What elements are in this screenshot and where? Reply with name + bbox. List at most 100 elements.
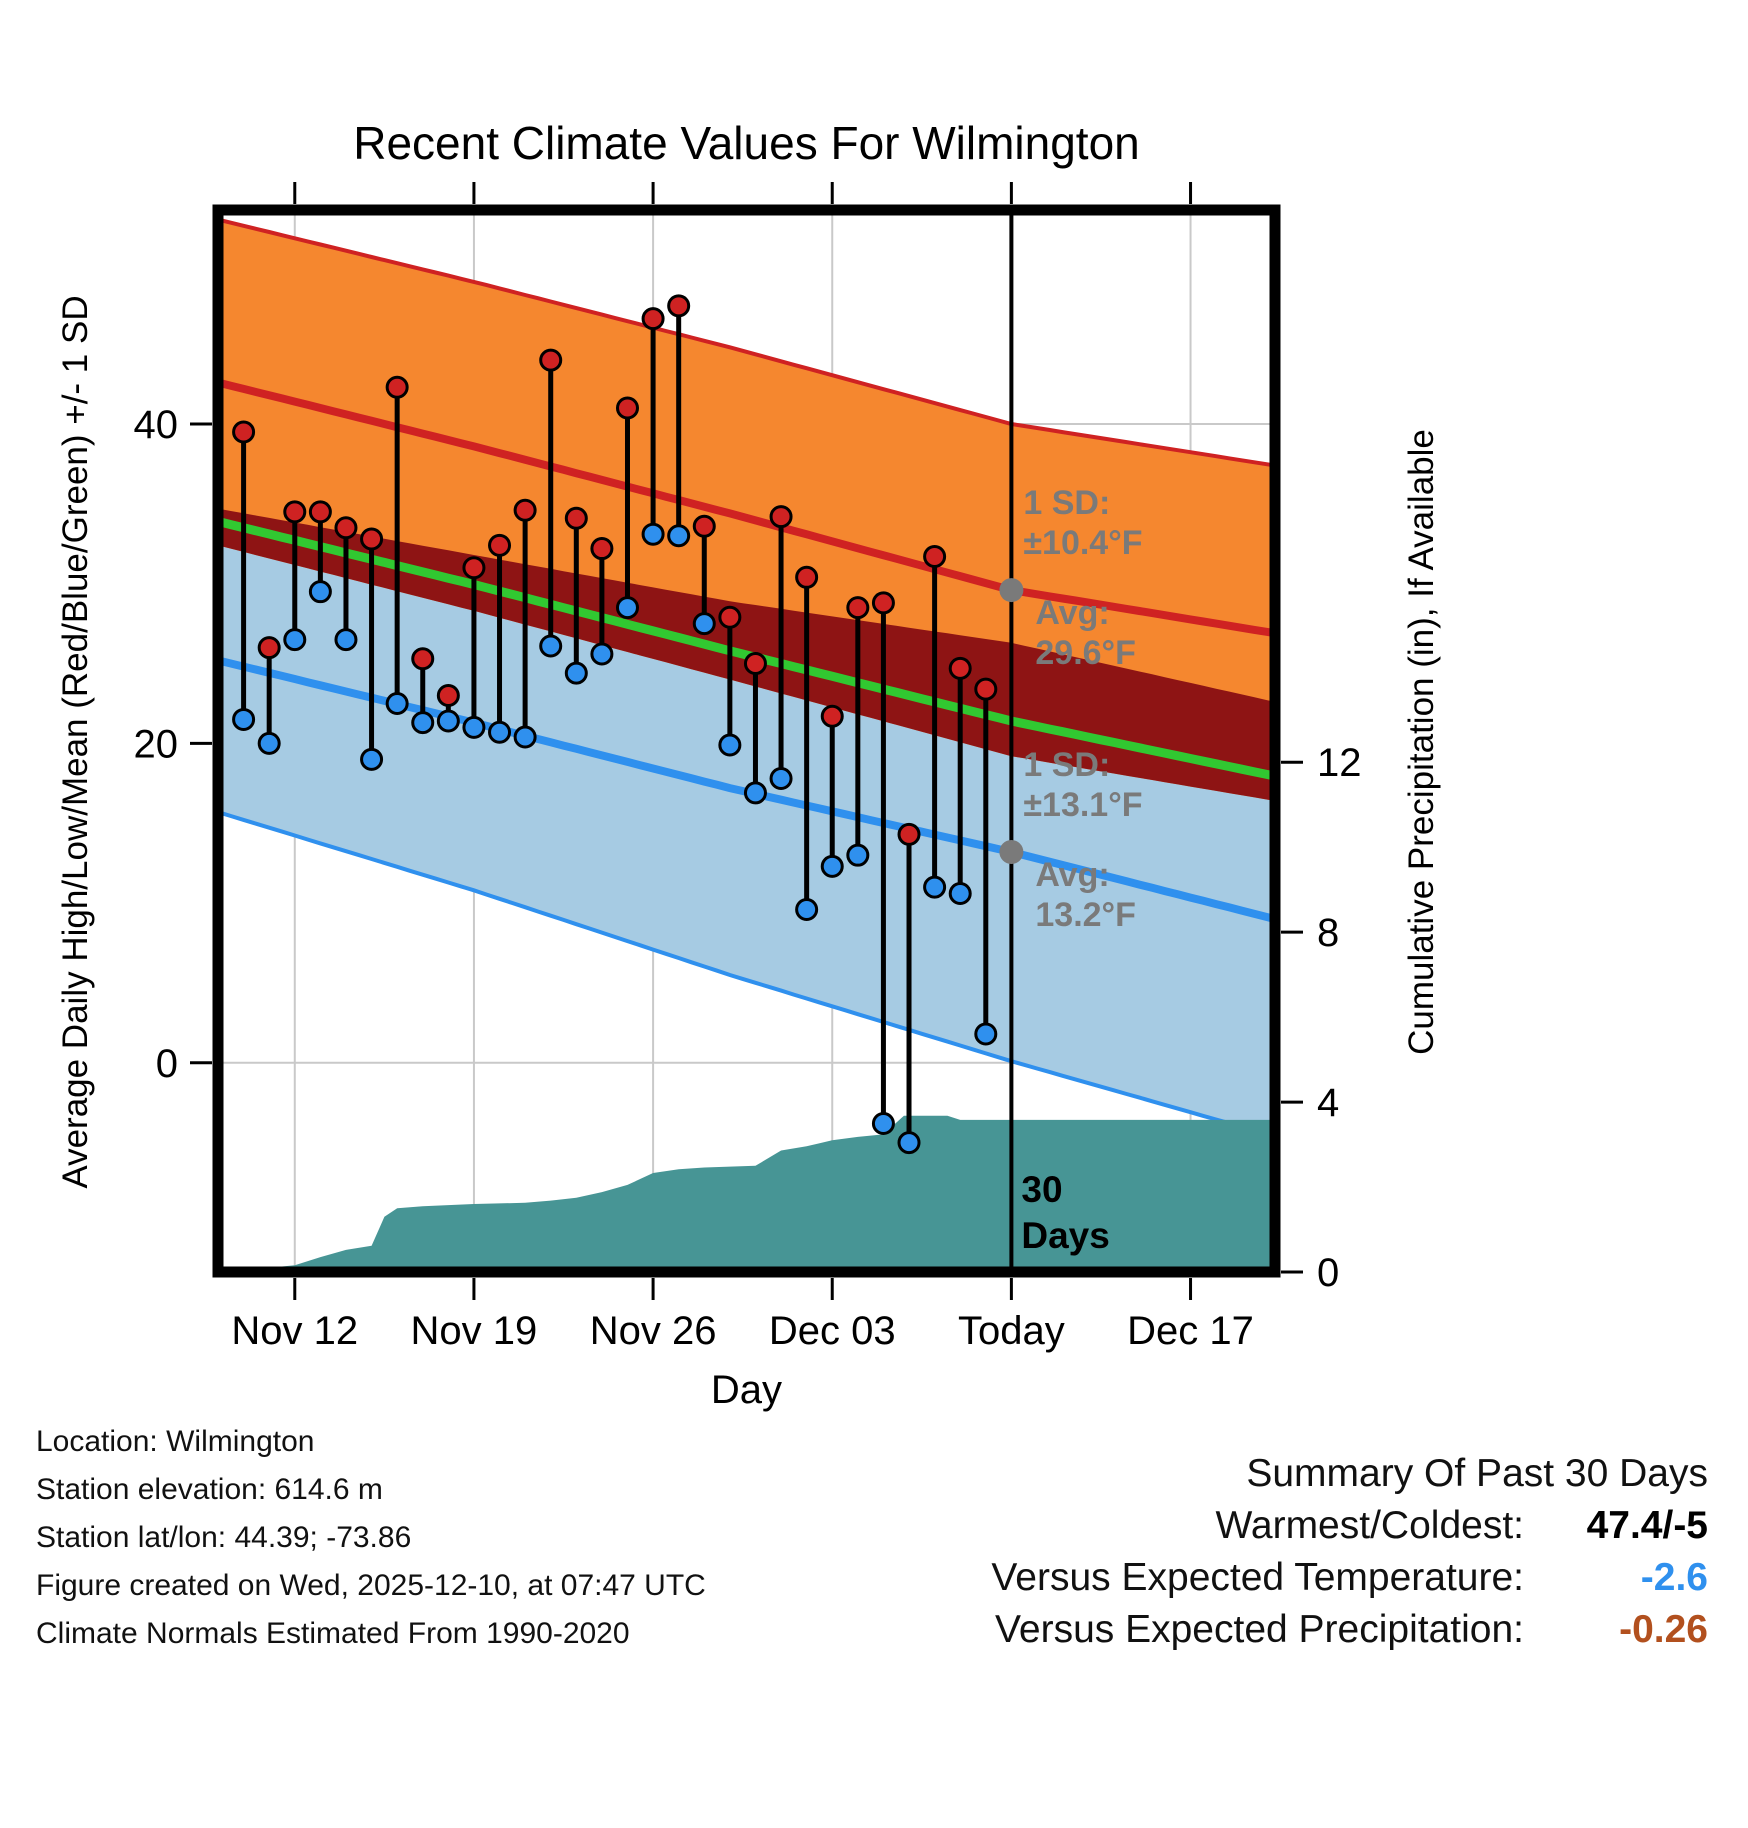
x-tick-label: Dec 17 (1127, 1309, 1254, 1353)
daily-low-dot (411, 711, 435, 735)
summary-panel: Summary Of Past 30 Days Warmest/Coldest:… (991, 1448, 1708, 1656)
daily-low-dot (718, 733, 742, 757)
daily-high-dot (564, 506, 588, 530)
daily-high-dot (334, 516, 358, 540)
daily-low-dot (590, 642, 614, 666)
daily-high-dot (539, 348, 563, 372)
low-sd-value: ±13.1°F (1023, 786, 1142, 824)
daily-low-dot (488, 720, 512, 744)
daily-low-dot (308, 580, 332, 604)
daily-low-dot (769, 767, 793, 791)
figure-created-line: Figure created on Wed, 2025-12-10, at 07… (36, 1569, 706, 1602)
summary-row-warmest-coldest: Warmest/Coldest: 47.4/-5 (991, 1500, 1708, 1552)
daily-high-dot (308, 500, 332, 524)
precip-tick-label: 8 (1317, 911, 1339, 955)
station-latlon-line: Station lat/lon: 44.39; -73.86 (36, 1521, 412, 1554)
x-tick-label: Nov 26 (590, 1309, 717, 1353)
daily-low-dot (513, 725, 537, 749)
daily-low-dot (846, 843, 870, 867)
daily-low-dot (820, 854, 844, 878)
summary-value-0: 47.4/-5 (1586, 1504, 1708, 1547)
daily-low-dot (743, 781, 767, 805)
daily-low-dot (539, 634, 563, 658)
daily-high-dot (846, 596, 870, 620)
daily-high-dot (974, 677, 998, 701)
station-info: Location: Wilmington Station elevation: … (36, 1418, 706, 1658)
right-axis-title: Cumulative Precipitation (in), If Availa… (1402, 429, 1441, 1055)
summary-value-1: -2.6 (1640, 1556, 1708, 1599)
high-sd-label: 1 SD: (1023, 484, 1110, 522)
x-axis-title: Day (710, 1368, 783, 1412)
summary-label-1: Versus Expected Temperature: (991, 1556, 1524, 1599)
temp-tick-label: 40 (134, 403, 179, 447)
climate-normals-line: Climate Normals Estimated From 1990-2020 (36, 1617, 630, 1650)
summary-row-vs-temperature: Versus Expected Temperature: -2.6 (991, 1552, 1708, 1604)
daily-high-dot (769, 505, 793, 529)
low-sd-label: 1 SD: (1023, 746, 1110, 784)
daily-high-dot (360, 527, 384, 551)
precip-cumulative-area (218, 1115, 1275, 1272)
x-tick-label: Today (958, 1309, 1065, 1353)
high-avg-label: Avg: (1035, 594, 1109, 632)
daily-low-dot (360, 747, 384, 771)
summary-row-vs-precipitation: Versus Expected Precipitation: -0.26 (991, 1604, 1708, 1656)
precip-tick-label: 4 (1317, 1081, 1339, 1125)
left-axis-title: Average Daily High/Low/Mean (Red/Blue/Gr… (56, 295, 95, 1189)
daily-high-dot (820, 704, 844, 728)
daily-high-dot (513, 498, 537, 522)
daily-high-dot (283, 500, 307, 524)
daily-high-dot (462, 556, 486, 580)
high-sd-value: ±10.4°F (1023, 524, 1142, 562)
daily-low-dot (667, 524, 691, 548)
daily-low-dot (436, 709, 460, 733)
summary-label-2: Versus Expected Precipitation: (995, 1608, 1524, 1651)
low-avg-value: 13.2°F (1035, 896, 1136, 934)
today-avg-high-marker (999, 578, 1024, 603)
low-band-bottom-edge (217, 810, 1276, 1139)
daily-low-dot (871, 1111, 895, 1135)
daily-high-dot (257, 636, 281, 660)
precip-tick-label: 0 (1317, 1251, 1339, 1295)
daily-high-dot (385, 375, 409, 399)
temp-tick-label: 0 (156, 1042, 178, 1086)
x-tick-label: Dec 03 (769, 1309, 896, 1353)
high-avg-value: 29.6°F (1035, 634, 1136, 672)
station-elevation-line: Station elevation: 614.6 m (36, 1473, 383, 1506)
daily-high-dot (641, 307, 665, 331)
daily-high-dot (871, 591, 895, 615)
daily-high-dot (436, 683, 460, 707)
daily-high-dot (718, 605, 742, 629)
period-label-line2: Days (1021, 1215, 1109, 1256)
daily-low-dot (923, 875, 947, 899)
daily-low-dot (974, 1022, 998, 1046)
chart-title: Recent Climate Values For Wilmington (353, 117, 1140, 169)
summary-label-0: Warmest/Coldest: (1215, 1504, 1524, 1547)
daily-low-dot (795, 897, 819, 921)
daily-low-dot (564, 661, 588, 685)
summary-value-2: -0.26 (1619, 1608, 1708, 1651)
daily-low-dot (257, 731, 281, 755)
daily-low-dot (283, 628, 307, 652)
period-label-line1: 30 (1021, 1169, 1062, 1210)
plot-border (212, 204, 1281, 1278)
daily-high-dot (743, 652, 767, 676)
daily-low-dot (232, 707, 256, 731)
station-location-line: Location: Wilmington (36, 1425, 315, 1458)
daily-high-dot (667, 294, 691, 318)
daily-low-dot (385, 691, 409, 715)
daily-high-dot (948, 656, 972, 680)
daily-high-dot (692, 514, 716, 538)
daily-high-dot (795, 565, 819, 589)
daily-low-dot (615, 596, 639, 620)
low-avg-label: Avg: (1035, 856, 1109, 894)
daily-high-dot (615, 396, 639, 420)
x-tick-label: Nov 12 (231, 1309, 358, 1353)
daily-high-dot (923, 545, 947, 569)
daily-high-dot (897, 822, 921, 846)
high-band-top-edge (217, 217, 1276, 468)
temp-tick-label: 20 (134, 722, 179, 766)
daily-high-dot (590, 537, 614, 561)
today-avg-low-marker (999, 839, 1024, 864)
